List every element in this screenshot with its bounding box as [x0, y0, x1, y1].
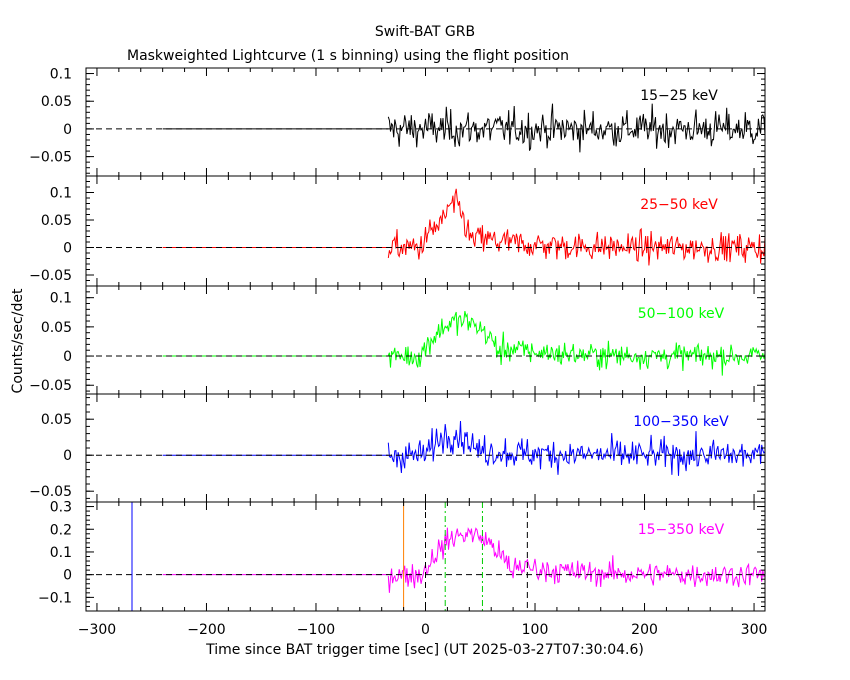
- y-tick-label: 0: [63, 349, 72, 365]
- y-tick-label: 0.3: [50, 500, 72, 516]
- y-tick-label: −0.05: [29, 378, 72, 394]
- y-tick-label: −0.1: [38, 590, 72, 606]
- y-tick-label: 0: [63, 448, 72, 464]
- band-label: 15−25 keV: [640, 88, 718, 104]
- x-tick-label: 300: [741, 622, 768, 638]
- panel-frame: [85, 285, 766, 395]
- y-tick-label: 0.2: [50, 522, 72, 538]
- y-tick-label: −0.05: [29, 150, 72, 166]
- series-line: [387, 420, 766, 476]
- x-axis: −300 −200 −100 0 100 200 300: [78, 622, 768, 638]
- y-tick-label: 0: [63, 122, 72, 138]
- x-tick-label: 100: [522, 622, 549, 638]
- series-line: [387, 188, 766, 266]
- series-line: [387, 103, 766, 153]
- panel-3: 0.1 0.05 0 −0.05 50−100 keV: [29, 285, 766, 395]
- panel-5: 0.3 0.2 0.1 0 −0.1 15−350 keV: [38, 500, 766, 612]
- y-tick-label: 0.05: [41, 320, 72, 336]
- x-tick-label: −300: [78, 622, 116, 638]
- y-tick-label: 0.05: [41, 94, 72, 110]
- y-tick-label: 0.05: [41, 412, 72, 428]
- y-tick-label: 0: [63, 568, 72, 584]
- y-axis-label: Counts/sec/det: [10, 288, 26, 393]
- y-tick-label: 0.1: [50, 67, 72, 83]
- panel-4: 0.05 0 −0.05 100−350 keV: [29, 393, 766, 503]
- x-tick-label: 200: [631, 622, 658, 638]
- y-tick-label: −0.05: [29, 484, 72, 500]
- series-line: [387, 527, 766, 593]
- panels: 0.1 0.05 0 −0.05 15−25 keV 0.1 0.05 0 −0.05 25−50…: [29, 67, 766, 612]
- series-line: [387, 311, 766, 376]
- band-label: 50−100 keV: [638, 306, 725, 322]
- y-tick-label: 0: [63, 241, 72, 257]
- panel-1: 0.1 0.05 0 −0.05 15−25 keV: [29, 67, 766, 177]
- y-tick-label: 0.1: [50, 291, 72, 307]
- x-tick-label: −100: [297, 622, 335, 638]
- y-tick-label: −0.05: [29, 268, 72, 284]
- y-tick-label: 0.1: [50, 545, 72, 561]
- panel-2: 0.1 0.05 0 −0.05 25−50 keV: [29, 175, 766, 287]
- band-label: 25−50 keV: [640, 197, 718, 213]
- x-tick-label: 0: [421, 622, 430, 638]
- x-axis-label: Time since BAT trigger time [sec] (UT 20…: [205, 642, 644, 658]
- chart-title: Swift-BAT GRB: [375, 24, 475, 40]
- x-tick-label: −200: [187, 622, 225, 638]
- y-tick-label: 0.1: [50, 186, 72, 202]
- band-label: 100−350 keV: [633, 414, 729, 430]
- chart-subtitle: Maskweighted Lightcurve (1 s binning) us…: [127, 48, 569, 64]
- band-label: 15−350 keV: [638, 522, 725, 538]
- y-tick-label: 0.05: [41, 213, 72, 229]
